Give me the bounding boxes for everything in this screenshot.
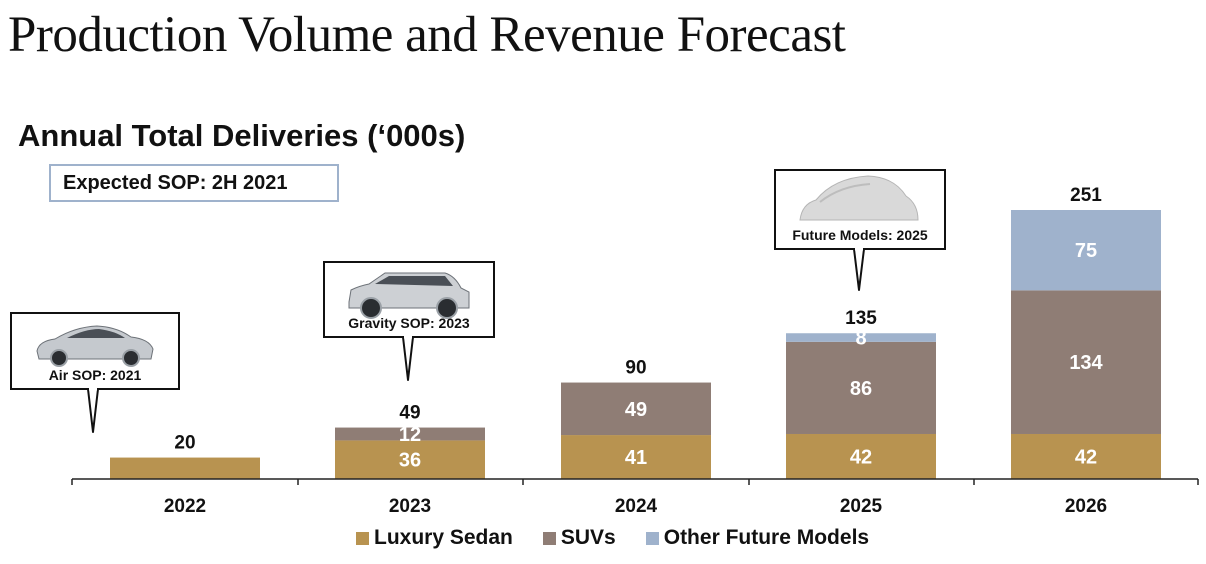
legend-item-other-future-models: Other Future Models bbox=[645, 526, 870, 550]
sedan-front-wheel-icon bbox=[50, 349, 68, 367]
bar-2024-0 bbox=[561, 435, 711, 479]
x-tick-label-2022: 2022 bbox=[164, 496, 206, 517]
bar-label-2025-0: 42 bbox=[850, 446, 872, 468]
bar-2023-1 bbox=[335, 427, 485, 441]
total-label-2024: 90 bbox=[625, 358, 646, 379]
sedan-car-icon bbox=[36, 325, 154, 360]
bar-2025-2 bbox=[786, 333, 936, 342]
bar-label-2025-1: 86 bbox=[850, 378, 872, 400]
suv-window-icon bbox=[375, 276, 453, 286]
callout-tail-gravity-sop-2023 bbox=[402, 336, 414, 381]
cover-fold-icon bbox=[819, 183, 871, 203]
callout-label-air-sop-2021: Air SOP: 2021 bbox=[49, 367, 142, 383]
bar-label-2026-1: 134 bbox=[1069, 352, 1103, 374]
chart-title: Annual Total Deliveries (‘000s) bbox=[18, 118, 466, 153]
x-tick-label-2024: 2024 bbox=[615, 496, 658, 517]
total-label-2022: 20 bbox=[174, 433, 195, 454]
suv-front-wheel-icon bbox=[360, 297, 382, 319]
bar-2023-0 bbox=[335, 440, 485, 479]
callout-tail-future-models-2025 bbox=[853, 248, 865, 291]
x-tick-label-2025: 2025 bbox=[840, 496, 883, 517]
legend-swatch-luxury-sedan bbox=[356, 531, 369, 545]
page-title: Production Volume and Revenue Forecast bbox=[8, 7, 846, 63]
total-label-2026: 251 bbox=[1070, 185, 1102, 206]
bar-2026-1 bbox=[1011, 290, 1161, 434]
callout-tail-air-sop-2021 bbox=[87, 388, 99, 433]
bar-2025-1 bbox=[786, 341, 936, 434]
bar-2026-0 bbox=[1011, 433, 1161, 479]
suv-rear-wheel-icon bbox=[436, 297, 458, 319]
legend-swatch-other-future-models bbox=[645, 531, 659, 545]
sedan-window-icon bbox=[67, 329, 125, 338]
bar-2022-0 bbox=[110, 457, 260, 479]
bar-2026-2 bbox=[1011, 210, 1161, 291]
covered-car-icon bbox=[799, 175, 919, 221]
bar-label-2025-2: 8 bbox=[855, 328, 866, 350]
x-tick-label-2023: 2023 bbox=[389, 496, 431, 517]
legend-label-luxury-sedan: Luxury Sedan bbox=[374, 526, 513, 549]
bar-label-2023-0: 36 bbox=[399, 450, 421, 472]
legend-label-other-future-models: Other Future Models bbox=[663, 526, 870, 549]
chart-legend: Luxury Sedan SUVs Other Future Models bbox=[356, 526, 899, 550]
bar-label-2026-2: 75 bbox=[1075, 240, 1097, 262]
bar-label-2024-0: 41 bbox=[625, 447, 647, 469]
bar-label-2026-0: 42 bbox=[1075, 446, 1097, 468]
legend-item-suvs: SUVs bbox=[542, 526, 616, 550]
x-tick-label-2026: 2026 bbox=[1065, 496, 1107, 517]
legend-swatch-suvs bbox=[542, 531, 556, 545]
total-label-2025: 135 bbox=[845, 308, 877, 329]
sedan-rear-wheel-icon bbox=[122, 349, 140, 367]
expected-sop-box: Expected SOP: 2H 2021 bbox=[49, 164, 339, 202]
callout-label-future-models-2025: Future Models: 2025 bbox=[792, 227, 928, 243]
bar-2025-0 bbox=[786, 433, 936, 479]
callout-label-gravity-sop-2023: Gravity SOP: 2023 bbox=[348, 315, 470, 331]
legend-label-suvs: SUVs bbox=[560, 526, 616, 549]
bar-label-2024-1: 49 bbox=[625, 399, 647, 421]
bar-label-2023-1: 12 bbox=[399, 424, 421, 446]
total-label-2023: 49 bbox=[399, 403, 420, 424]
legend-item-luxury-sedan: Luxury Sedan bbox=[356, 526, 513, 550]
bar-2024-1 bbox=[561, 382, 711, 436]
